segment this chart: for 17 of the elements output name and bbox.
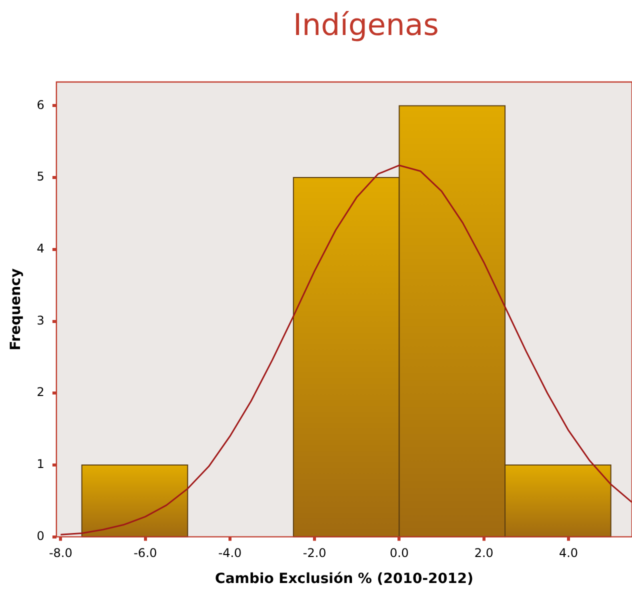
x-tick-label: 4.0 [558,546,578,560]
x-tick-label: -4.0 [218,546,242,560]
y-tick-label: 2 [36,385,44,400]
y-tick-label: 1 [36,457,44,472]
y-tick-label: 3 [36,313,44,328]
y-tick-label: 4 [36,242,44,256]
x-tick-label: 2.0 [474,546,494,560]
y-axis-title: Frequency [8,268,24,350]
y-tick-label: 0 [36,528,44,543]
x-tick-label: 0.0 [390,546,409,560]
y-tick-label: 5 [36,170,44,184]
chart-title: Indígenas [292,8,440,43]
x-tick-label: -8.0 [48,546,72,560]
x-tick-label: -2.0 [302,546,326,560]
x-tick-label: -6.0 [134,546,158,560]
x-axis-title: Cambio Exclusión % (2010-2012) [215,571,474,588]
y-tick-label: 6 [36,98,44,112]
